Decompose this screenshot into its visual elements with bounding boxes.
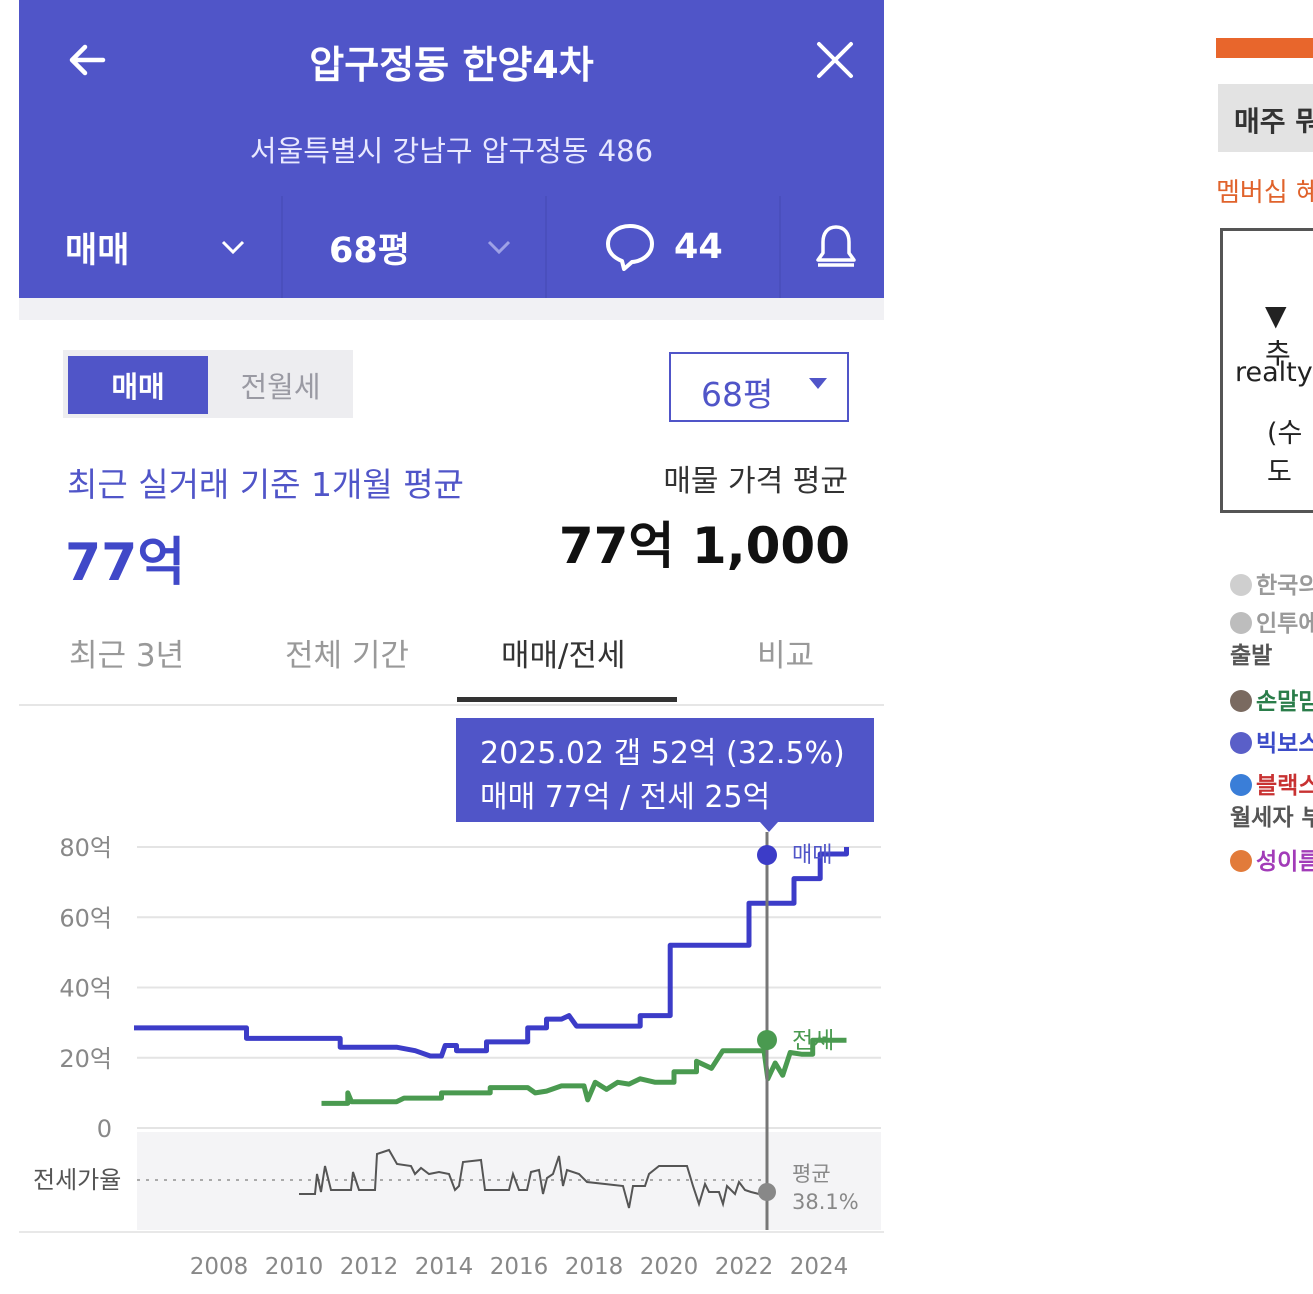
chat-text: 성이름 bbox=[1256, 849, 1313, 875]
banner-box: 매주 뭐 bbox=[1218, 84, 1313, 152]
jeonse-end-label: 전세 bbox=[792, 1028, 834, 1054]
x-tick-label: 2008 bbox=[190, 1254, 249, 1280]
listing-avg-label: 매물 가격 평균 bbox=[663, 464, 848, 499]
tooltip-arrow bbox=[760, 822, 778, 832]
avatar bbox=[1230, 612, 1252, 634]
filter-bar: 매매 68평 44 bbox=[19, 196, 884, 298]
complex-title: 압구정동 한양4차 bbox=[309, 43, 594, 87]
y-tick-label: 80억 bbox=[59, 834, 112, 862]
chat-text: 블랙스 bbox=[1256, 773, 1313, 799]
chat-message: 출발 bbox=[1230, 636, 1272, 670]
avatar bbox=[1230, 774, 1252, 796]
comments-button[interactable]: 44 bbox=[604, 196, 744, 298]
area-label: 68평 bbox=[329, 230, 410, 271]
jeonse-marker bbox=[757, 1030, 777, 1050]
chat-message: 성이름 bbox=[1230, 842, 1313, 876]
y-tick-label: 20억 bbox=[59, 1045, 112, 1073]
side-panel: 매주 뭐 멤버십 혜 ▼ 추 realtyk (수도 한국의인투에출발손말맘빅보… bbox=[1216, 0, 1313, 1290]
x-tick-label: 2010 bbox=[265, 1254, 324, 1280]
avatar bbox=[1230, 690, 1252, 712]
notice-box: ▼ 추 realtyk (수도 bbox=[1220, 228, 1313, 513]
x-tick-label: 2012 bbox=[340, 1254, 399, 1280]
chat-message: 월세자 부 bbox=[1230, 798, 1313, 832]
toggle-rent[interactable]: 전월세 bbox=[240, 370, 321, 404]
recent-deal-label: 최근 실거래 기준 1개월 평균 bbox=[67, 465, 464, 504]
y-tick-label: 60억 bbox=[59, 904, 112, 932]
active-tab-indicator bbox=[457, 697, 677, 702]
speech-bubble-icon bbox=[606, 224, 654, 271]
chat-text: 빅보스 bbox=[1256, 731, 1313, 757]
chevron-down-icon bbox=[487, 240, 511, 255]
notice-line2: realtyk bbox=[1235, 357, 1313, 388]
area-dropdown[interactable]: 68평 bbox=[329, 196, 519, 298]
x-tick-label: 2024 bbox=[790, 1254, 849, 1280]
chat-message: 손말맘 bbox=[1230, 682, 1313, 716]
tab-all-period[interactable]: 전체 기간 bbox=[285, 638, 409, 674]
toggle-sale[interactable]: 매매 bbox=[68, 356, 208, 414]
caret-down-icon bbox=[809, 378, 827, 389]
header-shadow bbox=[19, 298, 884, 320]
accent-bar bbox=[1216, 38, 1313, 58]
ratio-average-label: 평균 bbox=[792, 1162, 831, 1186]
series-line-sale bbox=[134, 847, 849, 1059]
listing-avg-value: 77억 1,000 bbox=[558, 517, 850, 575]
chat-text: 출발 bbox=[1230, 643, 1273, 669]
sale-end-label: 매매 bbox=[792, 843, 832, 868]
app-panel: 압구정동 한양4차 서울특별시 강남구 압구정동 486 매매 68평 44 bbox=[19, 0, 884, 1290]
ratio-marker bbox=[758, 1183, 776, 1201]
recent-deal-value: 77억 bbox=[65, 533, 186, 593]
comments-count: 44 bbox=[674, 227, 723, 267]
back-arrow-icon[interactable] bbox=[63, 36, 111, 84]
chart-tooltip: 2025.02 갭 52억 (32.5%) 매매 77억 / 전세 25억 bbox=[456, 718, 874, 822]
tab-sale-jeonse[interactable]: 매매/전세 bbox=[501, 638, 626, 674]
chat-message: 인투에 bbox=[1230, 604, 1313, 638]
membership-text[interactable]: 멤버십 혜 bbox=[1216, 178, 1313, 208]
tab-recent-3y[interactable]: 최근 3년 bbox=[69, 638, 185, 674]
app-header: 압구정동 한양4차 서울특별시 강남구 압구정동 486 매매 68평 44 bbox=[19, 0, 884, 298]
bell-icon bbox=[816, 225, 856, 267]
period-tabs: 최근 3년 전체 기간 매매/전세 비교 bbox=[19, 600, 884, 706]
avatar bbox=[1230, 850, 1252, 872]
y-tick-label: 40억 bbox=[59, 975, 112, 1003]
chat-message: 한국의 bbox=[1230, 566, 1313, 600]
chat-message: 빅보스 bbox=[1230, 724, 1313, 758]
chat-text: 한국의 bbox=[1256, 573, 1313, 599]
notification-button[interactable] bbox=[814, 196, 862, 298]
ratio-average-value: 38.1% bbox=[792, 1190, 859, 1214]
tab-compare[interactable]: 비교 bbox=[757, 638, 815, 674]
ratio-series-line bbox=[299, 1148, 760, 1209]
x-tick-label: 2020 bbox=[640, 1254, 699, 1280]
chat-text: 손말맘 bbox=[1256, 689, 1313, 715]
trade-toggle: 매매 전월세 bbox=[63, 350, 353, 418]
x-tick-label: 2018 bbox=[565, 1254, 624, 1280]
notice-line1: ▼ 추 bbox=[1265, 299, 1291, 370]
tooltip-line2: 매매 77억 / 전세 25억 bbox=[480, 780, 771, 815]
avatar bbox=[1230, 574, 1252, 596]
avatar bbox=[1230, 732, 1252, 754]
chat-message: 블랙스 bbox=[1230, 766, 1313, 800]
chevron-down-icon bbox=[221, 240, 245, 255]
chat-text: 인투에 bbox=[1256, 611, 1313, 637]
banner-text: 매주 뭐 bbox=[1234, 105, 1313, 138]
x-tick-label: 2014 bbox=[415, 1254, 474, 1280]
trade-type-label: 매매 bbox=[65, 230, 130, 271]
address-text: 서울특별시 강남구 압구정동 486 bbox=[249, 134, 654, 168]
close-icon[interactable] bbox=[811, 36, 859, 84]
sale-marker bbox=[757, 845, 777, 865]
tooltip-line1: 2025.02 갭 52억 (32.5%) bbox=[480, 736, 845, 771]
area-select[interactable]: 68평 bbox=[669, 352, 849, 422]
chat-text: 월세자 부 bbox=[1230, 805, 1313, 831]
ratio-axis-label: 전세가율 bbox=[33, 1166, 121, 1194]
area-select-value: 68평 bbox=[701, 375, 774, 414]
series-line-jeonse bbox=[321, 1037, 847, 1106]
trade-type-dropdown[interactable]: 매매 bbox=[65, 196, 255, 298]
y-tick-label: 0 bbox=[97, 1115, 112, 1143]
x-tick-label: 2022 bbox=[715, 1254, 774, 1280]
x-tick-label: 2016 bbox=[490, 1254, 549, 1280]
notice-line3: (수도 bbox=[1267, 418, 1303, 488]
